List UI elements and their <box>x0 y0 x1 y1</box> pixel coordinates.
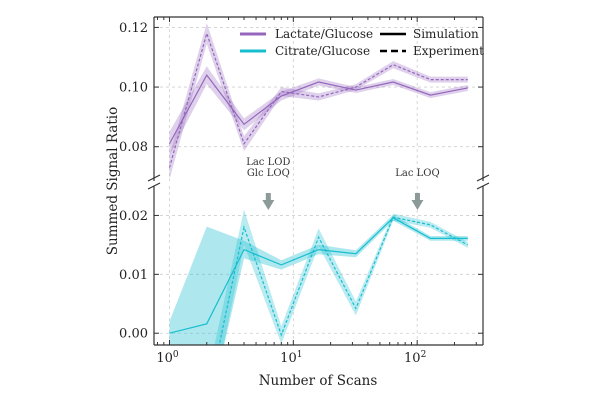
top-panel-lines <box>168 31 468 168</box>
axis-break-mark-left <box>147 182 161 190</box>
annotation-label: Lac LOD <box>246 157 290 168</box>
legend-label-simulation: Simulation <box>413 27 479 41</box>
y-tick-label: 0.10 <box>119 81 148 96</box>
annotation-arrow-head <box>411 200 424 210</box>
annotation-arrow-head <box>262 200 275 210</box>
ticks: 0.08 0.10 0.12 0.00 0.01 0.02 100 101 102 <box>119 17 483 366</box>
legend-label-experiment: Experiment <box>413 44 484 58</box>
annotation-label: Glc LOQ <box>247 168 290 179</box>
y-tick-label: 0.08 <box>119 140 148 155</box>
band-experiment <box>169 22 468 180</box>
legend-label-citrate: Citrate/Glucose <box>275 44 370 58</box>
top-panel-bands <box>169 22 468 180</box>
x-tick-label: 100 <box>156 350 179 366</box>
x-tick-label: 101 <box>280 350 302 366</box>
grid <box>154 17 483 345</box>
annotation-arrow-shaft <box>265 193 271 201</box>
y-tick-label: 0.01 <box>119 268 148 283</box>
y-axis-label: Summed Signal Ratio <box>105 107 121 255</box>
y-tick-label: 0.02 <box>119 209 148 224</box>
axis-break-mark-right <box>476 182 490 190</box>
band-experiment <box>214 209 468 345</box>
x-tick-label: 102 <box>404 350 426 366</box>
bottom-panel-bands <box>169 209 468 345</box>
y-tick-label: 0.12 <box>119 21 148 36</box>
axis-break-mark-left <box>147 174 161 182</box>
annotation-label: Lac LOQ <box>395 168 439 179</box>
y-tick-label: 0.00 <box>119 327 148 342</box>
axes <box>147 16 490 346</box>
band-simulation <box>169 214 468 345</box>
bottom-panel-lines <box>169 216 469 345</box>
legend-label-lactate: Lactate/Glucose <box>275 27 373 41</box>
band-simulation <box>169 66 468 156</box>
legend: Lactate/Glucose Citrate/Glucose Simulati… <box>240 27 484 58</box>
x-axis-label: Number of Scans <box>259 373 378 389</box>
axis-break-mark-right <box>476 174 490 182</box>
annotation-arrow-shaft <box>414 193 420 201</box>
